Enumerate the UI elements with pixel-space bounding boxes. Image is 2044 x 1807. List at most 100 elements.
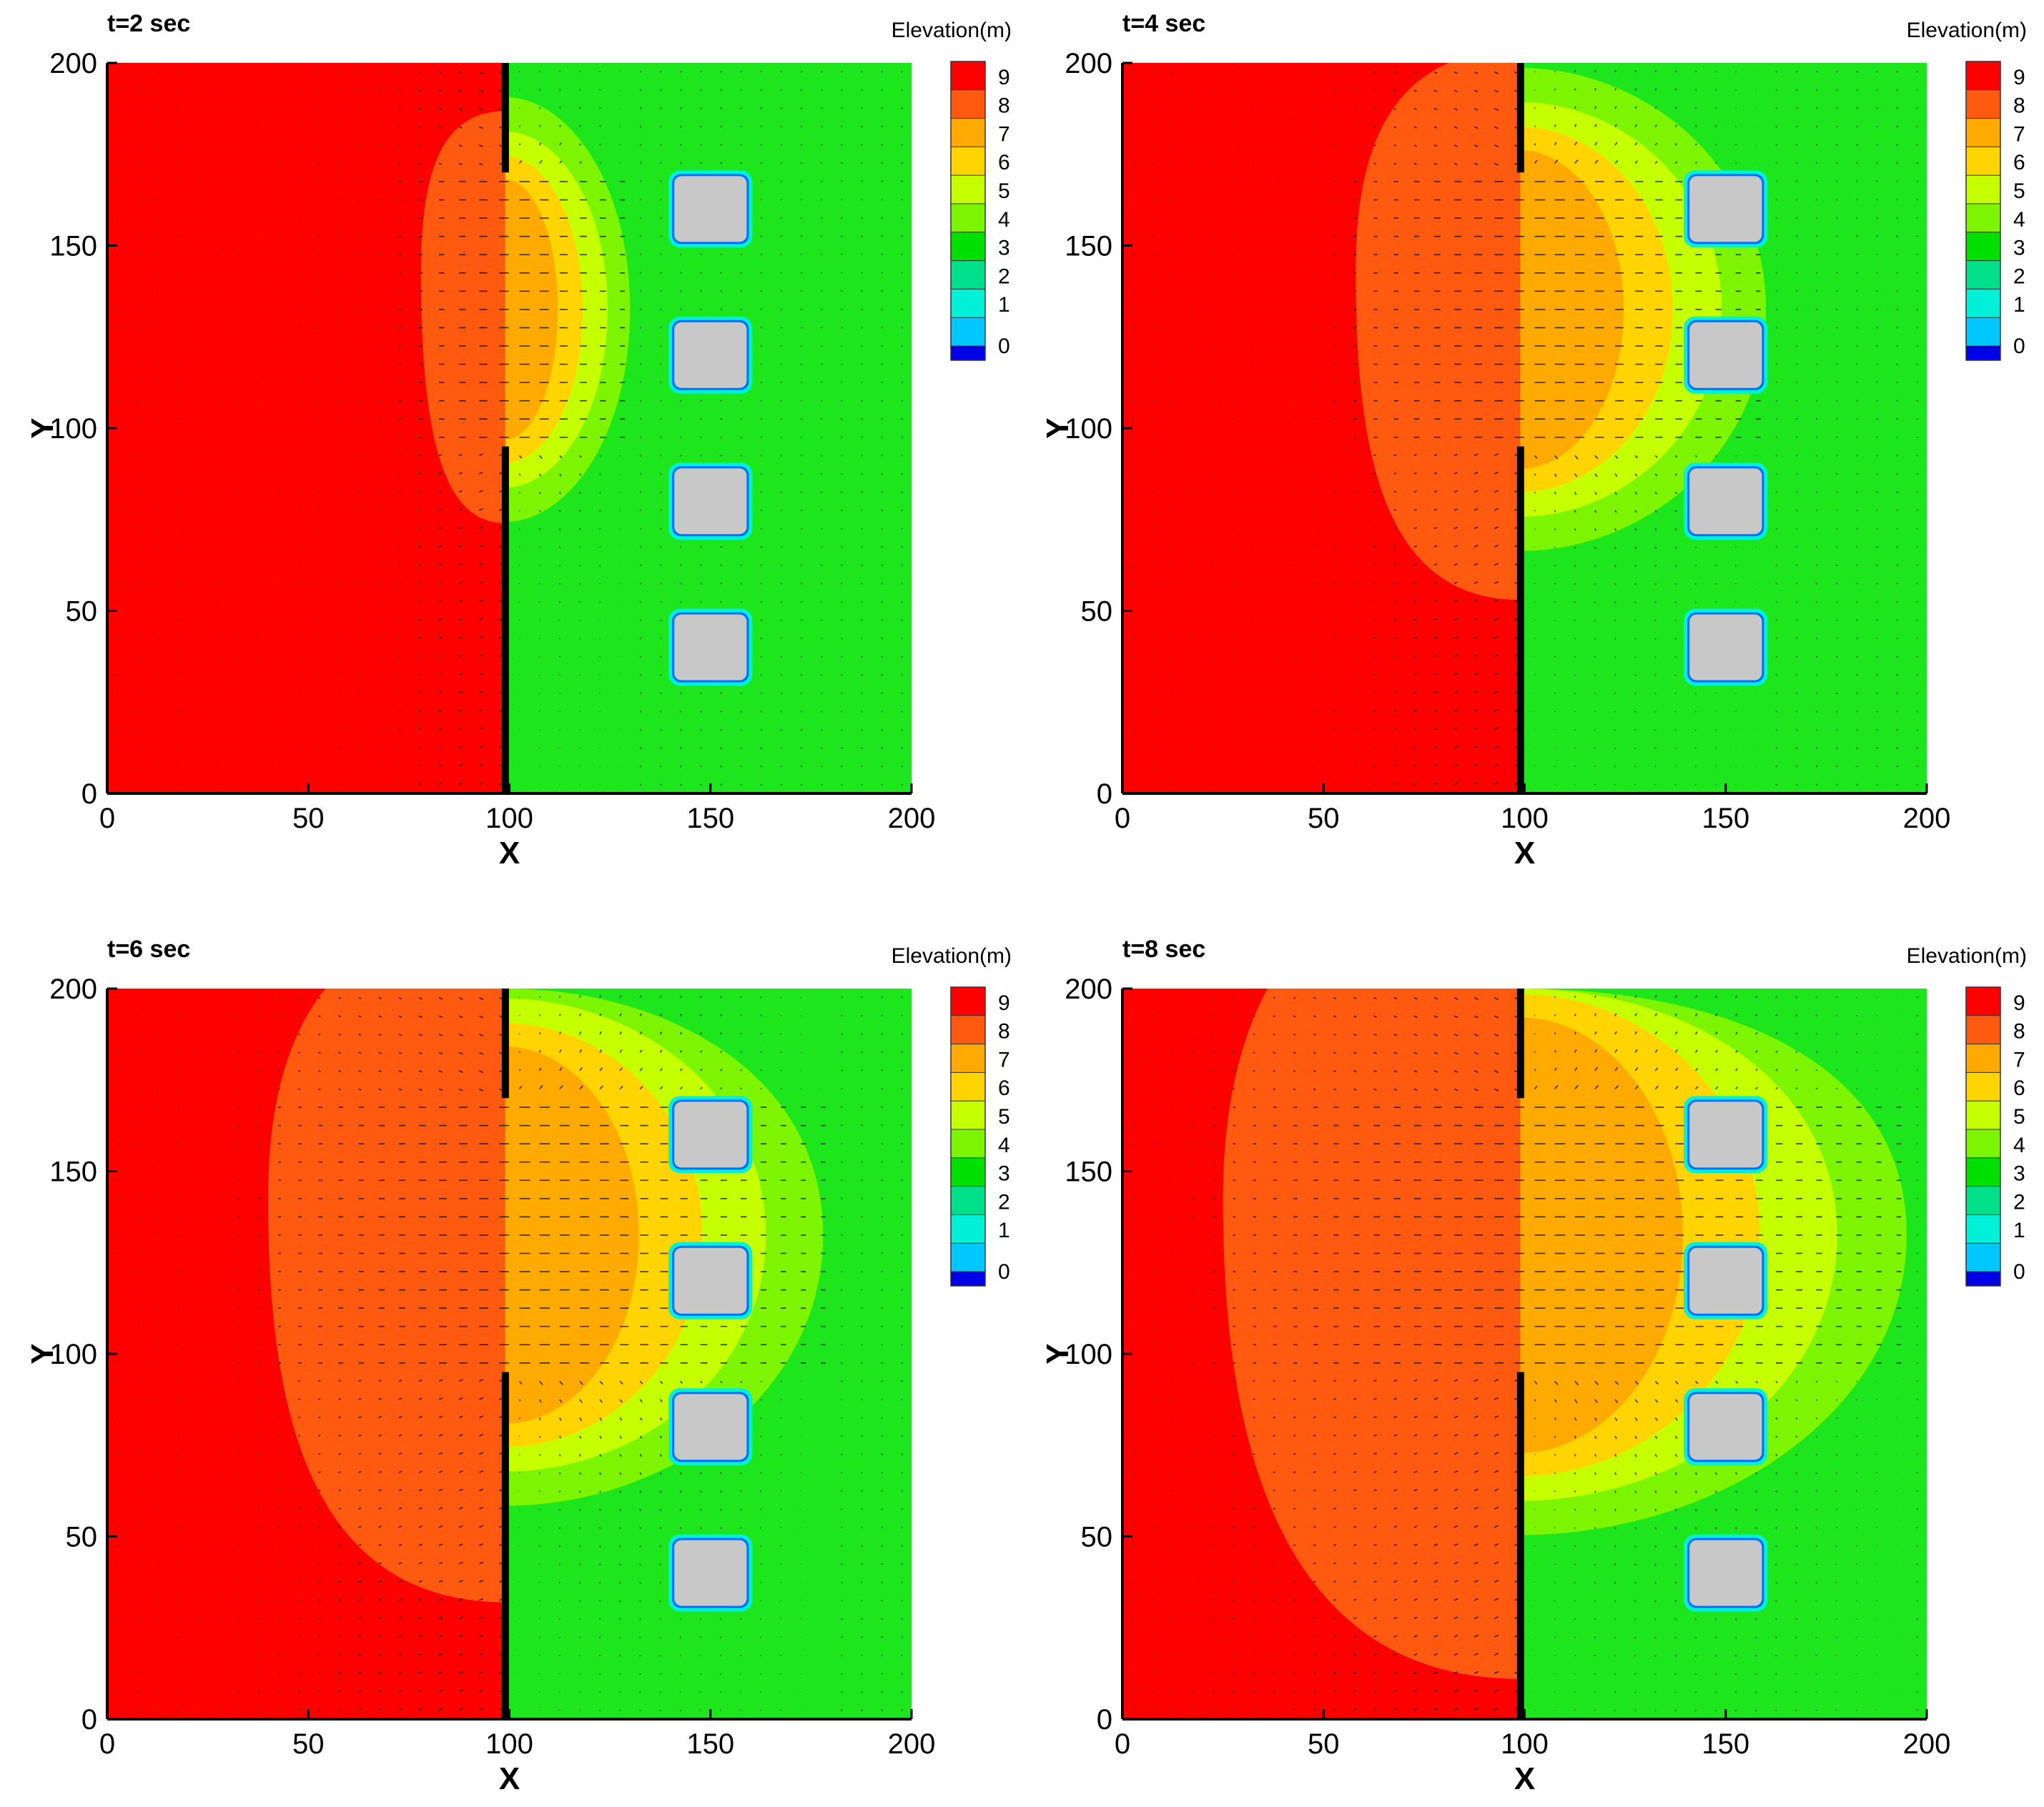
velocity-vector <box>1413 563 1417 566</box>
velocity-vector <box>1453 472 1458 475</box>
velocity-vector <box>760 199 763 201</box>
velocity-vector <box>1574 88 1576 91</box>
velocity-vector <box>559 1417 562 1421</box>
velocity-vector <box>760 144 763 146</box>
velocity-vector <box>1836 655 1838 658</box>
velocity-vector <box>861 728 863 731</box>
velocity-vector <box>1453 782 1458 785</box>
velocity-vector <box>780 180 783 182</box>
velocity-vector <box>1353 673 1356 675</box>
velocity-vector <box>1433 545 1438 548</box>
velocity-vector <box>538 1067 542 1071</box>
velocity-vector <box>861 217 863 219</box>
velocity-vector <box>579 546 581 548</box>
velocity-vector <box>800 765 803 768</box>
colorbar-tick-label: 9 <box>2013 66 2025 89</box>
velocity-vector <box>579 455 582 458</box>
velocity-vector <box>579 1031 582 1035</box>
velocity-vector <box>1413 764 1417 767</box>
velocity-vector <box>780 728 783 731</box>
velocity-vector <box>599 107 601 109</box>
velocity-vector <box>458 144 463 147</box>
velocity-vector <box>1393 472 1397 475</box>
velocity-vector <box>720 783 722 786</box>
velocity-vector <box>760 765 763 768</box>
velocity-vector <box>1473 490 1478 493</box>
velocity-vector <box>1795 71 1798 73</box>
velocity-vector <box>478 654 483 658</box>
velocity-vector <box>1795 765 1798 768</box>
velocity-vector <box>619 1049 623 1053</box>
velocity-vector <box>841 1124 843 1127</box>
velocity-vector <box>1493 690 1499 694</box>
velocity-vector <box>318 1435 321 1437</box>
velocity-vector <box>458 1488 463 1492</box>
velocity-vector <box>1674 107 1677 109</box>
velocity-vector <box>801 638 803 640</box>
velocity-vector <box>700 783 702 786</box>
obstacle <box>674 468 747 535</box>
velocity-vector <box>599 1435 602 1439</box>
velocity-vector <box>720 1380 723 1383</box>
velocity-vector <box>438 545 442 548</box>
velocity-vector <box>1574 528 1576 531</box>
velocity-vector <box>841 144 843 146</box>
velocity-vector <box>458 1051 463 1055</box>
velocity-vector <box>1815 144 1818 146</box>
velocity-vector <box>358 1397 362 1400</box>
velocity-vector <box>338 1708 342 1711</box>
velocity-vector <box>579 473 582 476</box>
velocity-vector <box>821 638 823 640</box>
velocity-vector <box>1594 565 1596 568</box>
velocity-vector <box>318 1380 321 1382</box>
colorbar-swatch <box>1966 175 2000 204</box>
velocity-vector <box>1836 765 1838 768</box>
velocity-vector <box>1654 455 1658 458</box>
velocity-vector <box>679 1050 683 1053</box>
velocity-vector <box>1896 765 1898 768</box>
velocity-vector <box>297 1635 301 1638</box>
velocity-vector <box>378 1397 382 1400</box>
velocity-vector <box>1554 455 1559 460</box>
velocity-vector <box>1674 601 1677 603</box>
velocity-vector <box>639 107 642 109</box>
velocity-vector <box>639 1490 642 1493</box>
velocity-vector <box>1554 473 1557 477</box>
velocity-vector <box>660 217 662 219</box>
velocity-vector <box>338 1508 342 1510</box>
velocity-vector <box>881 199 883 201</box>
upstream-depression <box>1356 63 1521 600</box>
velocity-vector <box>780 144 783 146</box>
velocity-vector <box>881 1654 883 1657</box>
velocity-vector <box>1836 199 1838 201</box>
y-tick-label: 200 <box>49 48 97 79</box>
surge-contour <box>505 1046 639 1424</box>
velocity-vector <box>318 1690 321 1693</box>
velocity-vector <box>720 600 722 603</box>
velocity-vector <box>901 783 904 786</box>
velocity-vector <box>1614 69 1616 73</box>
velocity-vector <box>1634 88 1637 91</box>
velocity-vector <box>478 526 483 530</box>
velocity-vector <box>599 1527 601 1530</box>
velocity-vector <box>297 997 301 999</box>
velocity-vector <box>841 1690 843 1693</box>
velocity-vector <box>559 1014 561 1016</box>
velocity-vector <box>1876 728 1878 731</box>
colorbar-swatch <box>951 118 985 147</box>
velocity-vector <box>478 1379 484 1382</box>
velocity-vector <box>1634 106 1637 109</box>
velocity-vector <box>418 71 422 74</box>
velocity-vector <box>1453 618 1458 621</box>
velocity-vector <box>1896 180 1898 182</box>
velocity-vector <box>438 1507 443 1510</box>
velocity-vector <box>660 144 662 146</box>
velocity-vector <box>599 162 602 164</box>
velocity-vector <box>1836 600 1838 603</box>
velocity-vector <box>660 199 662 201</box>
velocity-vector <box>1654 491 1657 495</box>
velocity-vector <box>1735 107 1737 109</box>
velocity-vector <box>881 600 883 603</box>
velocity-vector <box>1654 70 1657 73</box>
velocity-vector <box>478 490 483 493</box>
